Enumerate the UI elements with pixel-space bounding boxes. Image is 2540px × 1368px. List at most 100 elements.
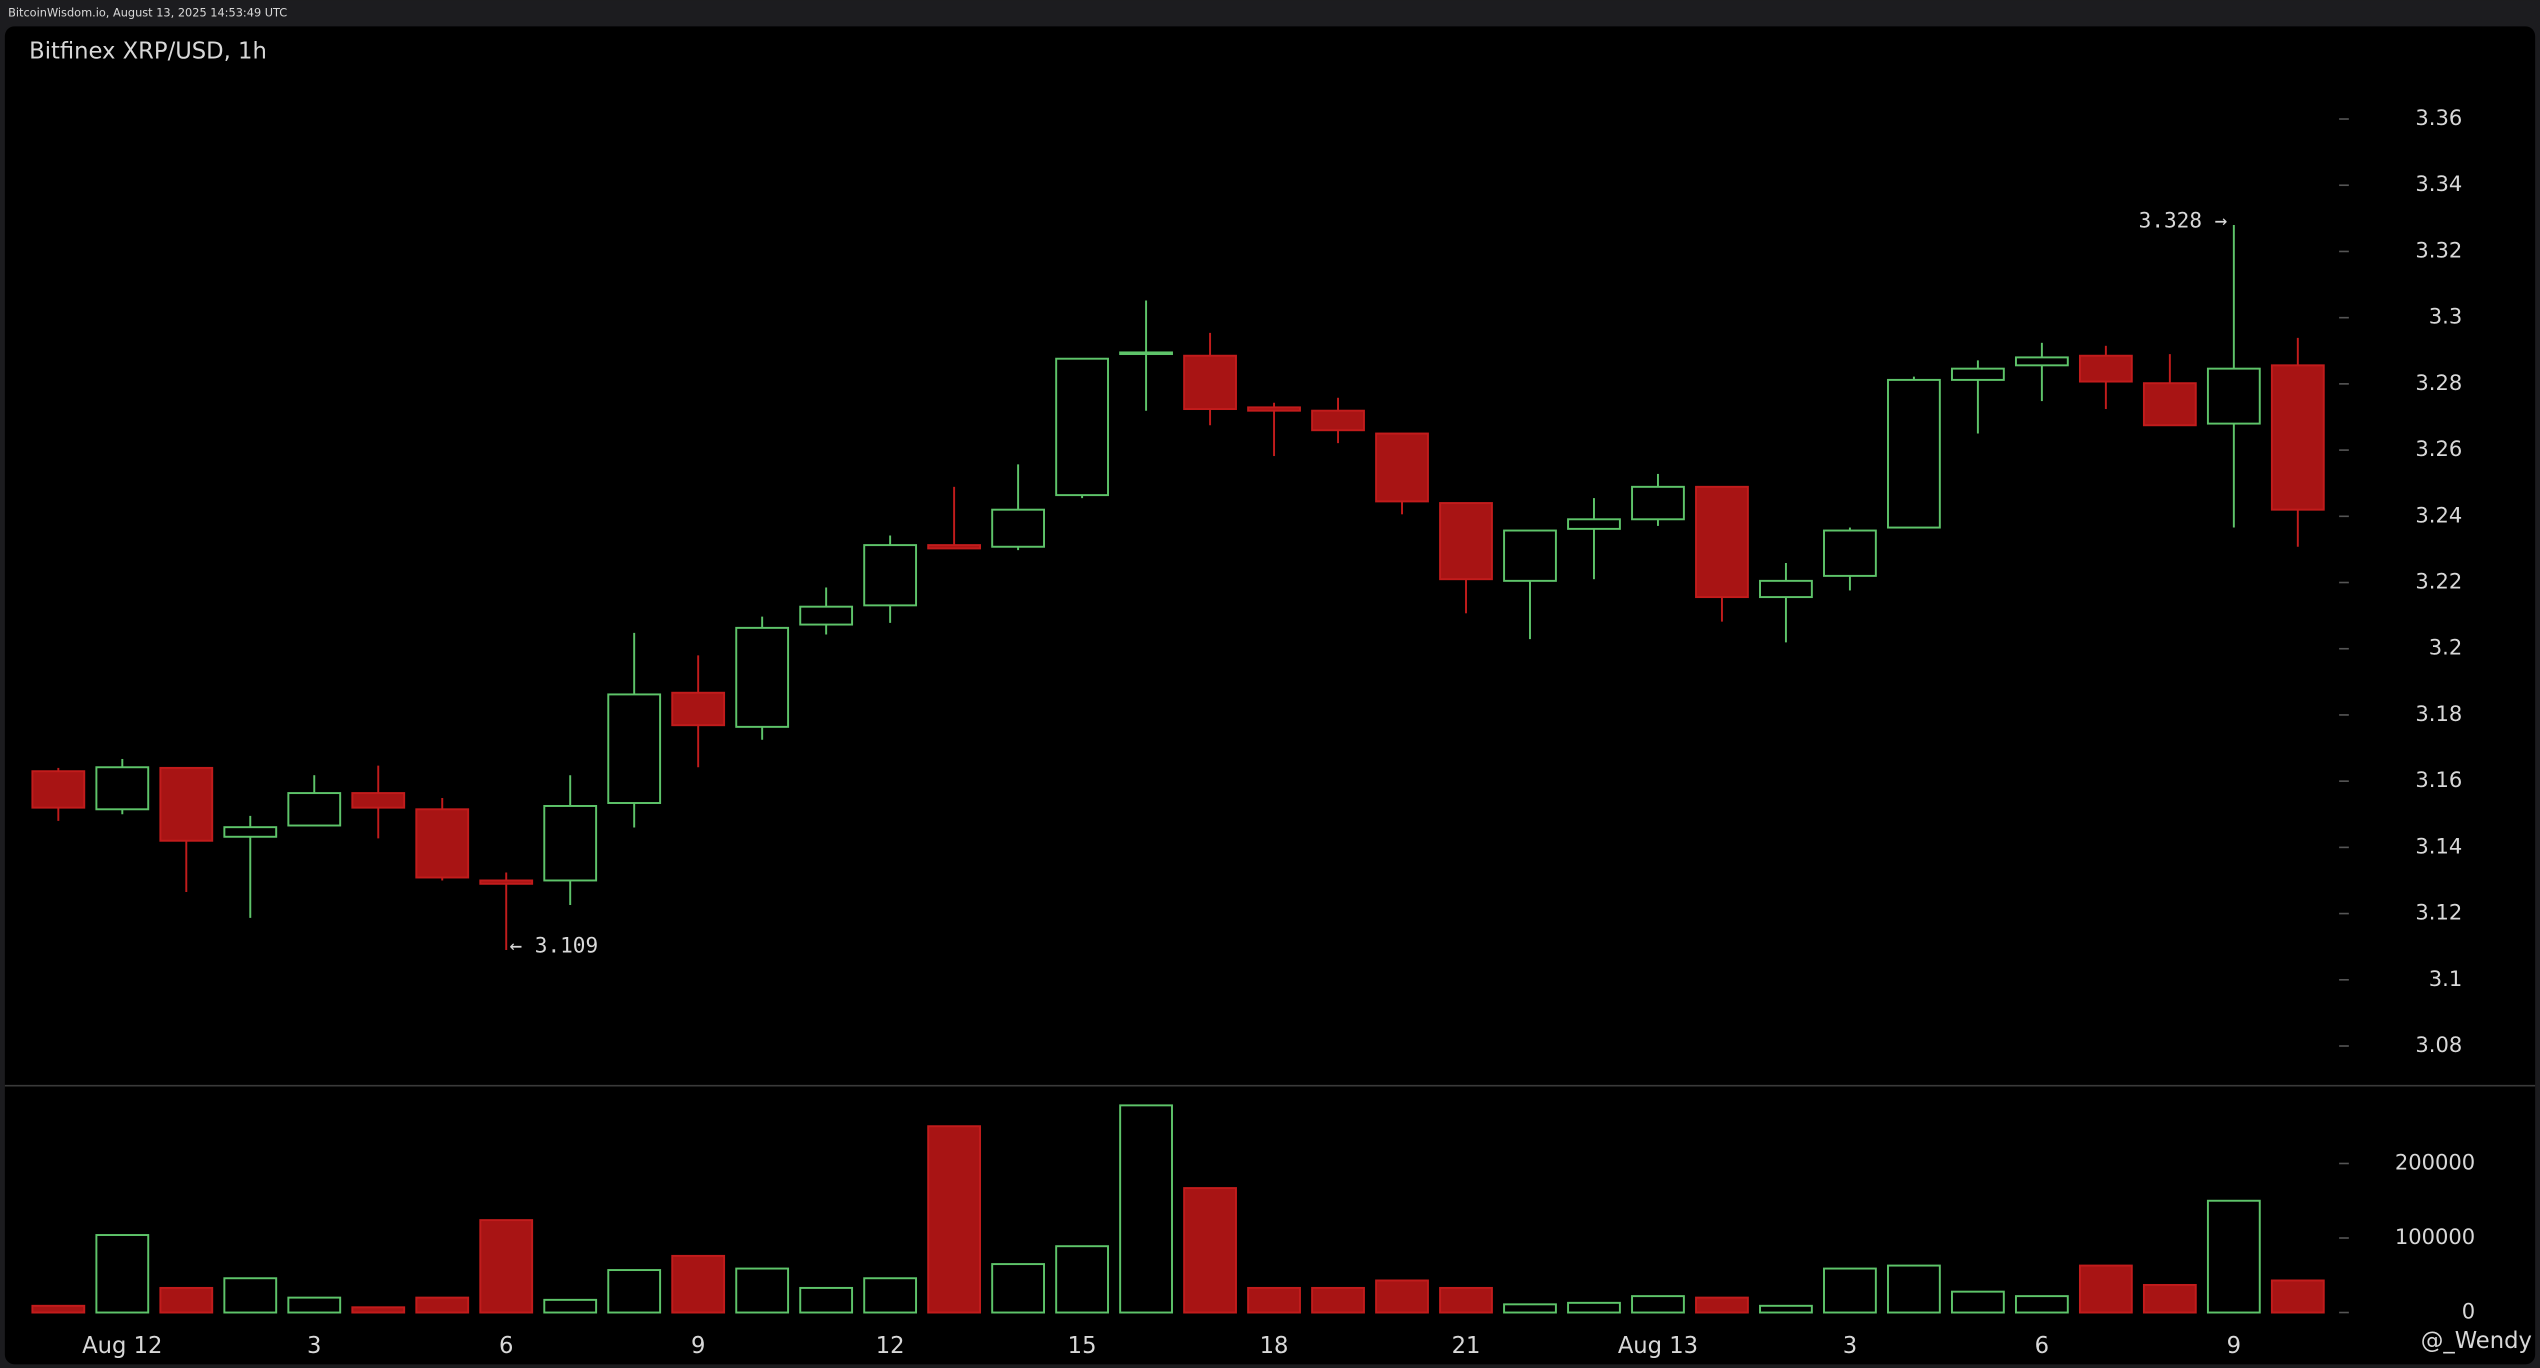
candle-body bbox=[2142, 382, 2197, 427]
y-tick-label: 3.36 bbox=[2415, 105, 2462, 130]
candle-body bbox=[1247, 406, 1301, 412]
header: BitcoinWisdom.io, August 13, 2025 14:53:… bbox=[8, 5, 287, 19]
volume-bar bbox=[1631, 1295, 1685, 1314]
candle-body bbox=[543, 805, 598, 882]
volume-bar bbox=[1759, 1304, 1813, 1314]
chart-title: Bitfinex XRP/USD, 1h bbox=[29, 39, 267, 65]
candle-body bbox=[1567, 518, 1621, 530]
y-tick-label: 3.26 bbox=[2415, 436, 2462, 461]
volume-bar bbox=[543, 1298, 598, 1314]
volume-bar bbox=[2206, 1199, 2261, 1314]
candle-body bbox=[159, 766, 214, 842]
y-tick-label: 3.1 bbox=[2429, 966, 2462, 991]
candle-body bbox=[1631, 485, 1685, 521]
volume-bar bbox=[2142, 1283, 2197, 1314]
x-tick-label: 15 bbox=[1068, 1333, 1097, 1359]
volume-bar bbox=[31, 1304, 86, 1314]
x-tick-label: Aug 12 bbox=[82, 1333, 162, 1359]
candle-body bbox=[1119, 351, 1173, 356]
candle-body bbox=[863, 544, 918, 607]
candle-body bbox=[735, 626, 790, 728]
volume-bar bbox=[1439, 1286, 1493, 1314]
x-tick-label: 18 bbox=[1260, 1333, 1289, 1359]
x-tick-label: 21 bbox=[1452, 1333, 1481, 1359]
candle-body bbox=[1887, 378, 1941, 529]
volume-bar bbox=[479, 1219, 534, 1314]
volume-tick-label: 100000 bbox=[2395, 1224, 2475, 1249]
volume-bar bbox=[1183, 1187, 1237, 1314]
candle-body bbox=[1759, 579, 1813, 599]
volume-bar bbox=[287, 1296, 342, 1314]
candle-body bbox=[1823, 529, 1877, 577]
x-tick-label: Aug 13 bbox=[1618, 1333, 1698, 1359]
volume-tick-label: 0 bbox=[2462, 1299, 2475, 1324]
volume-bar bbox=[1055, 1245, 1109, 1314]
x-tick-label: 9 bbox=[691, 1333, 705, 1359]
volume-bar bbox=[1247, 1286, 1301, 1314]
volume-bar bbox=[1311, 1286, 1365, 1314]
volume-bar bbox=[1695, 1296, 1749, 1314]
volume-bar bbox=[991, 1263, 1045, 1314]
candle-body bbox=[1439, 502, 1493, 581]
y-tick-label: 3.32 bbox=[2415, 237, 2462, 262]
candle-body bbox=[927, 544, 982, 550]
y-tick-label: 3.28 bbox=[2415, 370, 2462, 395]
candle-body bbox=[479, 879, 534, 885]
candle-body bbox=[31, 770, 86, 809]
watermark: @_Wendy bbox=[2421, 1328, 2532, 1354]
volume-bar bbox=[607, 1269, 662, 1314]
x-tick-label: 3 bbox=[307, 1333, 321, 1359]
y-tick-label: 3.34 bbox=[2415, 171, 2462, 196]
x-tick-label: 3 bbox=[1843, 1333, 1857, 1359]
volume-bar bbox=[1119, 1104, 1173, 1314]
volume-bar bbox=[1567, 1301, 1621, 1314]
volume-bar bbox=[2270, 1279, 2325, 1314]
y-tick-label: 3.12 bbox=[2415, 900, 2462, 925]
candle-body bbox=[415, 808, 470, 879]
volume-bar bbox=[671, 1254, 726, 1314]
volume-bar bbox=[799, 1286, 854, 1314]
volume-tick-label: 200000 bbox=[2395, 1149, 2475, 1174]
candle-body bbox=[671, 691, 726, 727]
candle-body bbox=[2206, 367, 2261, 425]
volume-bar bbox=[415, 1296, 470, 1314]
annotation: 3.328 → bbox=[2139, 208, 2228, 233]
y-tick-label: 3.2 bbox=[2429, 635, 2462, 660]
y-tick-label: 3.08 bbox=[2415, 1032, 2462, 1057]
candle-body bbox=[1375, 432, 1429, 503]
volume-bar bbox=[1375, 1279, 1429, 1314]
candle-body bbox=[223, 826, 278, 838]
x-tick-label: 9 bbox=[2227, 1333, 2241, 1359]
volume-bar bbox=[1503, 1303, 1557, 1314]
volume-bar bbox=[2014, 1295, 2069, 1314]
volume-bar bbox=[95, 1234, 150, 1314]
candle-body bbox=[991, 508, 1045, 548]
candle-body bbox=[1503, 529, 1557, 582]
volume-bar bbox=[1823, 1267, 1877, 1314]
y-tick-label: 3.18 bbox=[2415, 701, 2462, 726]
candle-body bbox=[799, 605, 854, 626]
candle-body bbox=[2014, 356, 2069, 367]
y-tick-label: 3.16 bbox=[2415, 767, 2462, 792]
volume-bar bbox=[1887, 1264, 1941, 1314]
y-tick-label: 3.14 bbox=[2415, 833, 2462, 858]
volume-bar bbox=[863, 1277, 918, 1314]
x-tick-label: 6 bbox=[499, 1333, 513, 1359]
candle-body bbox=[2078, 354, 2133, 383]
y-tick-label: 3.22 bbox=[2415, 569, 2462, 594]
candle-body bbox=[95, 766, 150, 811]
volume-bar bbox=[927, 1125, 982, 1314]
candle-body bbox=[287, 792, 342, 827]
candle-body bbox=[1695, 485, 1749, 599]
volume-bar bbox=[159, 1286, 214, 1314]
x-tick-label: 6 bbox=[2035, 1333, 2049, 1359]
volume-bar bbox=[1951, 1290, 2005, 1314]
volume-bar bbox=[2078, 1264, 2133, 1314]
x-tick-label: 12 bbox=[876, 1333, 905, 1359]
candle-body bbox=[1183, 354, 1237, 411]
candle-body bbox=[607, 693, 662, 804]
candle-body bbox=[1951, 367, 2005, 381]
y-tick-label: 3.24 bbox=[2415, 502, 2462, 527]
